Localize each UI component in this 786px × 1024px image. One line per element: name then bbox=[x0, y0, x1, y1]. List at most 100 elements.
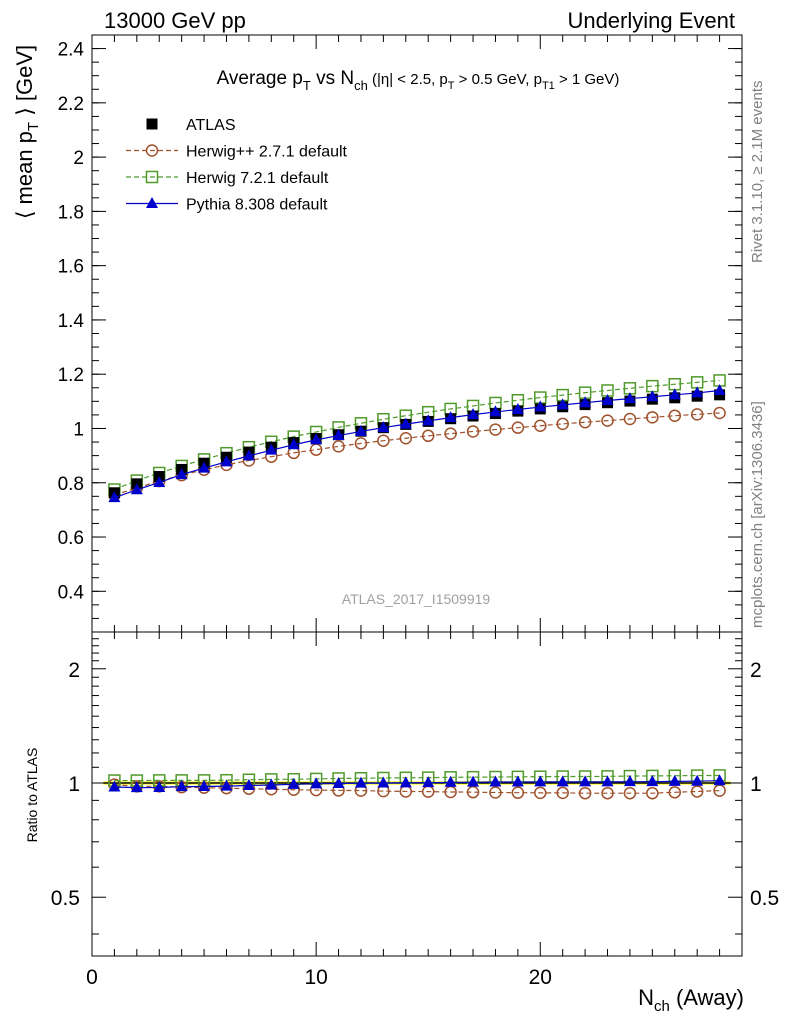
ratio-data-point bbox=[646, 786, 659, 800]
y-tick-label: 0.4 bbox=[58, 582, 85, 603]
data-point bbox=[377, 434, 390, 447]
data-point bbox=[377, 421, 390, 433]
data-point bbox=[153, 475, 166, 487]
legend-marker bbox=[145, 170, 159, 184]
y-tick-label: 1 bbox=[73, 419, 84, 440]
y-tick-label: 1.8 bbox=[58, 202, 84, 223]
ratio-data-point bbox=[175, 780, 188, 792]
legend-label: Pythia 8.308 default bbox=[186, 197, 328, 214]
ratio-panel-frame bbox=[91, 631, 743, 957]
ratio-data-point bbox=[601, 775, 614, 787]
ratio-data-point bbox=[489, 775, 502, 787]
legend-marker bbox=[146, 197, 158, 208]
ratio-data-point bbox=[690, 785, 704, 798]
ratio-data-point bbox=[354, 776, 367, 788]
data-point bbox=[175, 468, 188, 480]
data-point bbox=[601, 394, 614, 406]
data-point bbox=[534, 419, 547, 433]
series-line-herwig-7-2-1-default bbox=[114, 379, 720, 491]
data-point bbox=[534, 400, 547, 412]
series-herwig-7-2-1-default bbox=[108, 374, 726, 496]
ratio-data-point bbox=[242, 778, 255, 790]
ratio-data-point bbox=[511, 786, 525, 799]
ratio-data-point bbox=[108, 780, 121, 792]
ratio-data-point bbox=[422, 776, 435, 788]
data-point bbox=[691, 386, 704, 398]
ratio-data-point bbox=[310, 777, 323, 789]
data-point bbox=[399, 417, 412, 429]
data-point bbox=[511, 402, 524, 414]
x-tick-label: 20 bbox=[529, 966, 552, 989]
x-tick-label: 0 bbox=[86, 966, 98, 989]
y-tick-label: 1.4 bbox=[58, 311, 85, 332]
series-atlas bbox=[108, 389, 726, 499]
legend-marker bbox=[146, 118, 158, 130]
data-point bbox=[646, 411, 659, 424]
y-tick-label: 0.6 bbox=[58, 528, 84, 549]
x-tick-label: 10 bbox=[304, 966, 327, 989]
data-point bbox=[265, 443, 278, 455]
ratio-data-point bbox=[220, 779, 233, 791]
ratio-series-line-herwig-7-2-1-default bbox=[114, 774, 720, 782]
data-point bbox=[310, 433, 323, 445]
data-point bbox=[422, 414, 435, 426]
ratio-y-tick-label-right: 2 bbox=[750, 659, 762, 682]
data-point bbox=[668, 388, 681, 400]
y-tick-label: 2 bbox=[73, 148, 84, 169]
ratio-data-point bbox=[153, 781, 166, 793]
ratio-data-point bbox=[668, 774, 681, 786]
y-tick-label: 1.6 bbox=[58, 257, 84, 278]
ratio-data-point bbox=[534, 786, 547, 800]
ratio-series-line-herwig-2-7-1-default bbox=[114, 784, 720, 794]
ratio-data-point bbox=[198, 779, 211, 791]
ratio-data-point bbox=[713, 774, 726, 786]
data-point bbox=[444, 427, 457, 440]
ratio-data-point bbox=[332, 776, 345, 788]
ratio-series-pythia-8-308-default bbox=[108, 774, 726, 793]
data-point bbox=[354, 424, 367, 436]
ratio-y-tick-label: 0.5 bbox=[51, 887, 80, 910]
data-point bbox=[690, 408, 704, 421]
main-axis-ticks: 0.4 0.6 0.8 1 1.2 1.4 1.6 1.8 2 2.2 2.4 bbox=[58, 35, 743, 632]
rivet-label: Rivet 3.1.10, ≥ 2.1M events bbox=[749, 81, 766, 264]
ratio-data-point bbox=[467, 775, 480, 787]
legend-label: ATLAS bbox=[186, 117, 236, 134]
data-point bbox=[556, 417, 569, 431]
ratio-y-tick-label: 2 bbox=[68, 659, 80, 682]
y-tick-label: 2.4 bbox=[58, 40, 85, 61]
legend-entry: Herwig++ 2.7.1 default bbox=[126, 144, 348, 161]
data-point bbox=[242, 449, 255, 461]
data-point bbox=[421, 429, 435, 443]
y-tick-label: 2.2 bbox=[58, 94, 84, 115]
legend-entry: ATLAS bbox=[146, 117, 236, 134]
x-axis-label: Nch (Away) bbox=[638, 985, 744, 1015]
data-point bbox=[578, 415, 592, 429]
legend-label: Herwig++ 2.7.1 default bbox=[186, 144, 348, 161]
data-point bbox=[623, 392, 636, 404]
data-point bbox=[579, 396, 592, 408]
y-axis-label: ⟨ mean pT ⟩ [GeV] bbox=[12, 45, 42, 219]
ratio-data-point bbox=[511, 775, 524, 787]
ratio-data-point bbox=[579, 775, 592, 787]
series-line-herwig-2-7-1-default bbox=[114, 412, 720, 496]
data-point bbox=[444, 411, 457, 423]
data-point bbox=[130, 483, 143, 495]
ratio-data-point bbox=[556, 786, 569, 800]
ratio-data-point bbox=[578, 786, 592, 800]
ratio-data-point bbox=[265, 778, 278, 790]
data-point bbox=[332, 429, 345, 441]
ratio-series-group bbox=[108, 769, 726, 800]
ratio-y-axis-label: Ratio to ATLAS bbox=[24, 748, 40, 843]
series-pythia-8-308-default bbox=[108, 383, 726, 503]
y-tick-label: 0.8 bbox=[58, 474, 84, 495]
ratio-axis-ticks: 0.5 0.51 12 20 10 20 bbox=[51, 632, 779, 989]
legend-label: Herwig 7.2.1 default bbox=[186, 170, 329, 187]
ratio-data-point bbox=[287, 777, 300, 789]
ratio-series-line-pythia-8-308-default bbox=[114, 780, 720, 789]
data-point bbox=[713, 383, 726, 395]
ratio-data-point bbox=[377, 776, 390, 788]
ratio-data-point bbox=[130, 781, 143, 793]
data-point bbox=[489, 423, 502, 436]
mcplots-label: mcplots.cern.ch [arXiv:1306.3436] bbox=[749, 401, 766, 628]
